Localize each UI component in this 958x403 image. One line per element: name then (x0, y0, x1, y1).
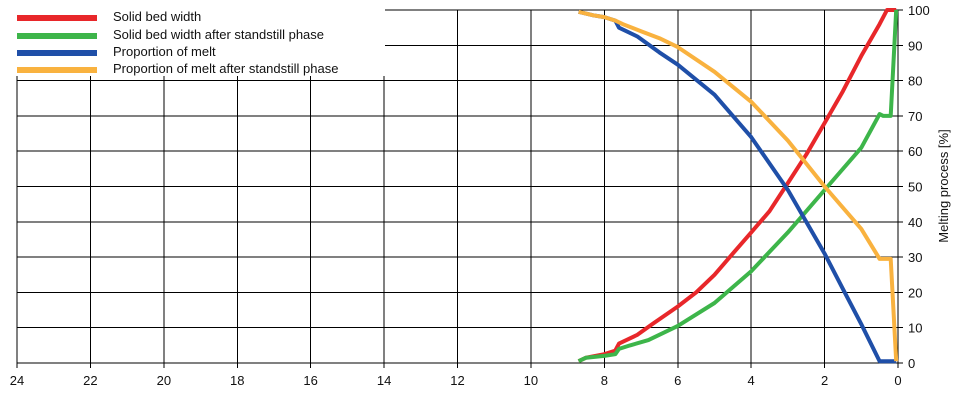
x-tick-label: 12 (450, 373, 464, 388)
legend-label: Proportion of melt after standstill phas… (113, 61, 339, 76)
legend-label: Solid bed width (113, 9, 202, 24)
y-tick-label: 100 (908, 3, 930, 18)
legend: Solid bed width Solid bed width after st… (14, 0, 385, 76)
legend-item: Proportion of melt (14, 44, 384, 61)
y-tick-label: 10 (908, 321, 922, 336)
legend-item: Solid bed width (14, 9, 384, 26)
y-tick-label: 60 (908, 144, 922, 159)
legend-swatch (17, 33, 97, 39)
x-tick-label: 0 (894, 373, 901, 388)
x-tick-label: 18 (230, 373, 244, 388)
y-tick-label: 50 (908, 180, 922, 195)
x-tick-label: 2 (821, 373, 828, 388)
legend-item: Proportion of melt after standstill phas… (14, 61, 384, 78)
y-axis-label: Melting process [%] (936, 129, 951, 242)
x-tick-label: 10 (524, 373, 538, 388)
x-tick-label: 4 (748, 373, 755, 388)
y-tick-label: 90 (908, 38, 922, 53)
x-tick-label: 16 (303, 373, 317, 388)
y-tick-label: 0 (908, 356, 915, 371)
y-tick-labels: 0 10 20 30 40 50 60 70 80 90 100 (908, 3, 930, 371)
series-line (578, 9, 899, 362)
y-tick-label: 80 (908, 74, 922, 89)
x-tick-label: 14 (377, 373, 391, 388)
series-line (577, 9, 899, 364)
legend-swatch (17, 15, 97, 21)
legend-swatch (17, 67, 97, 73)
x-tick-label: 6 (674, 373, 681, 388)
legend-swatch (17, 50, 97, 56)
legend-item: Solid bed width after standstill phase (14, 27, 384, 44)
legend-label: Solid bed width after standstill phase (113, 27, 325, 42)
y-tick-label: 70 (908, 109, 922, 124)
y-tick-label: 40 (908, 215, 922, 230)
x-tick-label: 20 (157, 373, 171, 388)
x-tick-labels: 24 22 20 18 16 14 12 10 8 6 4 2 0 (10, 373, 902, 388)
x-tick-label: 22 (83, 373, 97, 388)
y-tick-label: 30 (908, 250, 922, 265)
x-tick-label: 24 (10, 373, 24, 388)
x-tick-label: 8 (601, 373, 608, 388)
y-tick-label: 20 (908, 285, 922, 300)
legend-label: Proportion of melt (113, 44, 216, 59)
series-line (577, 8, 897, 364)
series-lines (577, 8, 899, 364)
